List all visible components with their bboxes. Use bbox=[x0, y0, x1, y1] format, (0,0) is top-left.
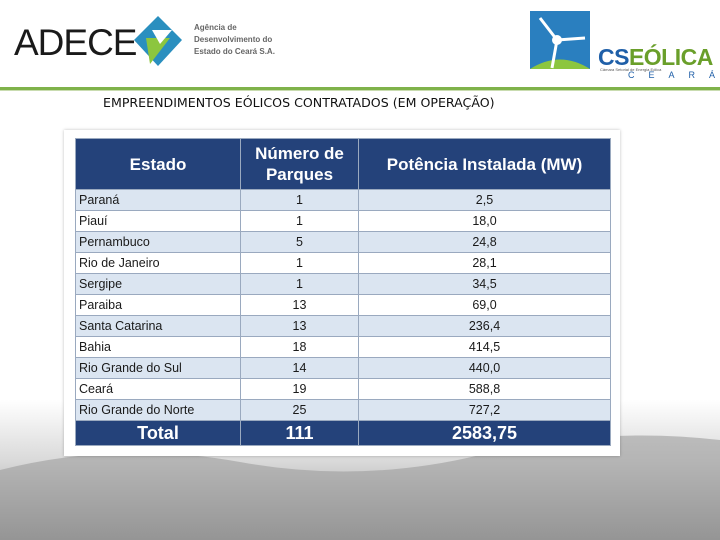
adece-subtitle-line: Agência de bbox=[194, 23, 237, 32]
total-cell: 111 bbox=[240, 420, 359, 446]
column-header: Número de Parques bbox=[240, 138, 359, 190]
cell: 14 bbox=[240, 357, 359, 379]
cell: 5 bbox=[240, 231, 359, 253]
cell: Rio de Janeiro bbox=[75, 252, 241, 274]
eolica: EÓLICA bbox=[628, 44, 713, 70]
adece-subtitle-line: Desenvolvimento do bbox=[194, 35, 273, 44]
cell: 1 bbox=[240, 189, 359, 211]
row: Santa Catarina 13 236,4 bbox=[75, 315, 611, 337]
hills bbox=[0, 435, 720, 540]
total-cell: 2583,75 bbox=[358, 420, 611, 446]
adece-logo-text: ADECE bbox=[14, 22, 137, 63]
cell: 1 bbox=[240, 252, 359, 274]
green-rule-light bbox=[0, 90, 720, 91]
row: Piauí 1 18,0 bbox=[75, 210, 611, 232]
row: Paraná 1 2,5 bbox=[75, 189, 611, 211]
cell: 440,0 bbox=[358, 357, 611, 379]
cell: 69,0 bbox=[358, 294, 611, 316]
cell: Paraná bbox=[75, 189, 241, 211]
column-header: Potência Instalada (MW) bbox=[358, 138, 611, 190]
cell: Piauí bbox=[75, 210, 241, 232]
cell: 24,8 bbox=[358, 231, 611, 253]
cseolica-region: CEARÁ bbox=[628, 70, 720, 80]
cell: 34,5 bbox=[358, 273, 611, 295]
slide-title: EMPREENDIMENTOS EÓLICOS CONTRATADOS (EM … bbox=[103, 95, 495, 110]
adece-emblem bbox=[134, 16, 182, 66]
row: Sergipe 1 34,5 bbox=[75, 273, 611, 295]
row: Bahia 18 414,5 bbox=[75, 336, 611, 358]
cell: Rio Grande do Norte bbox=[75, 399, 241, 421]
green-rule bbox=[0, 87, 720, 90]
row: Paraiba 13 69,0 bbox=[75, 294, 611, 316]
adece-subtitle: Agência de Desenvolvimento do Estado do … bbox=[194, 22, 275, 58]
cell: 1 bbox=[240, 273, 359, 295]
cs: CS bbox=[598, 44, 629, 70]
row: Rio Grande do Norte 25 727,2 bbox=[75, 399, 611, 421]
cell: 414,5 bbox=[358, 336, 611, 358]
cell: Paraiba bbox=[75, 294, 241, 316]
cell: 13 bbox=[240, 294, 359, 316]
cell: Ceará bbox=[75, 378, 241, 400]
cell: 25 bbox=[240, 399, 359, 421]
cell: 588,8 bbox=[358, 378, 611, 400]
row: Ceará 19 588,8 bbox=[75, 378, 611, 400]
cell: 2,5 bbox=[358, 189, 611, 211]
cell: Pernambuco bbox=[75, 231, 241, 253]
cell: 18,0 bbox=[358, 210, 611, 232]
cell: 19 bbox=[240, 378, 359, 400]
cell: Sergipe bbox=[75, 273, 241, 295]
row: Rio de Janeiro 1 28,1 bbox=[75, 252, 611, 274]
cell: 13 bbox=[240, 315, 359, 337]
cell: 1 bbox=[240, 210, 359, 232]
cell: 236,4 bbox=[358, 315, 611, 337]
header-row: Estado Número de Parques Potência Instalad… bbox=[75, 138, 611, 190]
adece-subtitle-line: Estado do Ceará S.A. bbox=[194, 47, 275, 56]
cell: 28,1 bbox=[358, 252, 611, 274]
column-header: Estado bbox=[75, 138, 241, 190]
total-cell: Total bbox=[75, 420, 241, 446]
cell: Santa Catarina bbox=[75, 315, 241, 337]
cell: Rio Grande do Sul bbox=[75, 357, 241, 379]
table: Estado Número de Parques Potência Instalad… bbox=[75, 138, 611, 446]
row: Rio Grande do Sul 14 440,0 bbox=[75, 357, 611, 379]
cseolica-logo-text: CSEÓLICA bbox=[598, 44, 713, 71]
cseolica-emblem bbox=[530, 11, 590, 69]
row: Pernambuco 5 24,8 bbox=[75, 231, 611, 253]
cell: Bahia bbox=[75, 336, 241, 358]
total-row: Total 111 2583,75 bbox=[75, 420, 611, 446]
cell: 18 bbox=[240, 336, 359, 358]
cseolica-tagline: Câmara Setorial de Energia Eólica bbox=[600, 67, 662, 72]
cell: 727,2 bbox=[358, 399, 611, 421]
